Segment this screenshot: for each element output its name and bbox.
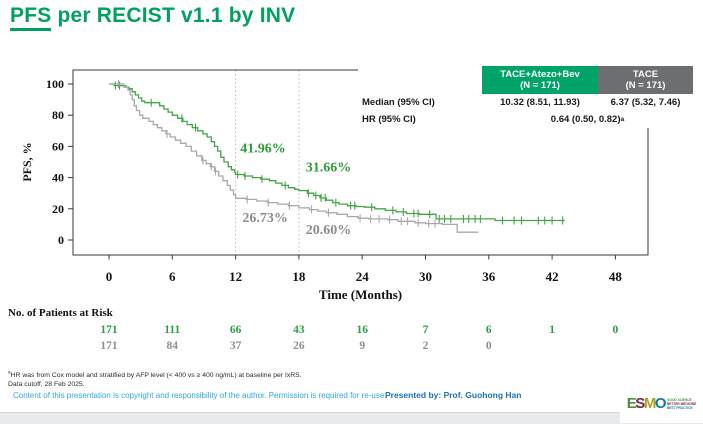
risk-count: 6	[486, 324, 492, 336]
landmark-label-2: 26.73%	[242, 211, 288, 226]
copyright-note: Content of this presentation is copyrigh…	[13, 391, 387, 400]
y-tick-label: 40	[52, 171, 64, 185]
stats-table: TACE+Atezo+Bev (N = 171) TACE (N = 171) …	[358, 66, 693, 128]
landmark-label-0: 41.96%	[240, 142, 286, 157]
risk-count: 66	[230, 324, 242, 336]
median-arm-a-value: 10.32 (8.51, 11.93)	[500, 97, 580, 108]
risk-count: 2	[423, 340, 429, 352]
esmo-tagline-line: GOOD SCIENCE	[666, 397, 692, 402]
title-rest: per RECIST v1.1 by INV	[51, 4, 296, 27]
y-tick-label: 100	[46, 77, 64, 91]
median-row-label: Median (95% CI)	[362, 97, 435, 108]
x-tick-label: 42	[546, 269, 559, 284]
esmo-letter-e: E	[626, 395, 637, 412]
risk-row-tace-atezo-bev: 171 111 66 43 16 7 6 1 0	[100, 324, 618, 336]
y-tick-label: 20	[52, 202, 64, 216]
risk-row-tace: 171 84 37 26 9 2 0	[100, 340, 492, 352]
stats-header-row: TACE+Atezo+Bev (N = 171) TACE (N = 171)	[358, 66, 693, 94]
y-tick-label: 80	[52, 108, 64, 122]
footnote-cutoff: Data cutoff, 28 Feb 2025.	[8, 381, 85, 388]
x-tick-label: 18	[292, 269, 306, 284]
stats-header-spacer	[358, 66, 482, 94]
risk-count: 37	[230, 340, 242, 352]
footnote-hr: aHR was from Cox model and stratified by…	[8, 370, 302, 379]
x-tick-label: 48	[609, 269, 623, 284]
arm-b-n: (N = 171)	[625, 80, 666, 91]
x-tick-label: 36	[482, 269, 496, 284]
y-tick-label: 0	[58, 233, 64, 247]
median-row: Median (95% CI) 10.32 (8.51, 11.93) 6.37…	[358, 94, 693, 111]
esmo-logo-box: ESMO GOOD SCIENCE BETTER MEDICINE BEST P…	[620, 384, 703, 423]
hr-row: HR (95% CI) 0.64 (0.50, 0.82) a	[358, 111, 693, 128]
risk-count: 1	[549, 324, 555, 336]
risk-count: 9	[359, 340, 365, 352]
km-curve-tace	[109, 83, 479, 233]
km-curve-tace-atezo-bev	[109, 83, 565, 222]
bottom-strip	[0, 412, 703, 424]
landmark-label-1: 31.66%	[306, 160, 352, 175]
risk-count: 0	[486, 340, 492, 352]
arm-a-name: TACE+Atezo+Bev	[500, 68, 580, 80]
risk-count: 0	[613, 324, 619, 336]
risk-count: 43	[293, 324, 305, 336]
risk-count: 171	[100, 340, 118, 352]
hr-value-text: 0.64 (0.50, 0.82)	[550, 114, 621, 125]
stats-header-arm-b: TACE (N = 171)	[598, 66, 693, 94]
risk-count: 171	[100, 324, 118, 336]
esmo-logo: ESMO	[626, 395, 667, 412]
esmo-tagline: GOOD SCIENCE BETTER MEDICINE BEST PRACTI…	[667, 398, 696, 410]
arm-a-n: (N = 171)	[520, 80, 560, 91]
risk-count: 7	[423, 324, 429, 336]
x-tick-label: 30	[419, 269, 432, 284]
y-axis: 0 20 40 60 80 100	[46, 77, 73, 247]
esmo-letter-m: M	[643, 395, 657, 412]
x-tick-label: 6	[169, 269, 176, 284]
y-axis-label: PFS, %	[20, 142, 34, 181]
footnote-hr-text: HR was from Cox model and stratified by …	[10, 372, 302, 379]
landmark-label-3: 20.60%	[306, 223, 352, 238]
x-axis-label: Time (Months)	[319, 287, 402, 302]
x-axis: 0 6 12 18 24 30 36 42 48	[106, 255, 623, 284]
hr-value: 0.64 (0.50, 0.82) a	[550, 114, 625, 125]
esmo-letter-s: S	[635, 395, 645, 412]
x-tick-label: 24	[356, 269, 370, 284]
y-tick-label: 60	[52, 139, 64, 153]
arm-b-name: TACE	[632, 68, 659, 80]
risk-count: 16	[356, 324, 368, 336]
esmo-tagline-line: BETTER MEDICINE	[666, 401, 697, 406]
risk-count: 111	[164, 324, 180, 336]
median-arm-b-value: 6.37 (5.32, 7.46)	[610, 97, 681, 108]
censor-marks-tace-atezo-bev	[114, 81, 564, 225]
censor-marks-tace	[117, 80, 436, 228]
hr-row-label: HR (95% CI)	[362, 114, 416, 125]
x-tick-label: 12	[229, 269, 242, 284]
risk-count: 26	[293, 340, 305, 352]
x-tick-label: 0	[106, 269, 113, 284]
stats-header-arm-a: TACE+Atezo+Bev (N = 171)	[482, 66, 598, 94]
esmo-letter-o: O	[654, 395, 667, 412]
title-pfs-underlined: PFS	[10, 4, 52, 31]
page-title: PFS per RECIST v1.1 by INV	[10, 4, 296, 31]
presented-by: Presented by: Prof. Guohong Han	[385, 390, 522, 400]
risk-count: 84	[167, 340, 179, 352]
footnote-marker: a	[8, 370, 11, 376]
risk-table-title: No. of Patients at Risk	[8, 307, 114, 319]
esmo-tagline-line: BEST PRACTICE	[666, 405, 693, 410]
